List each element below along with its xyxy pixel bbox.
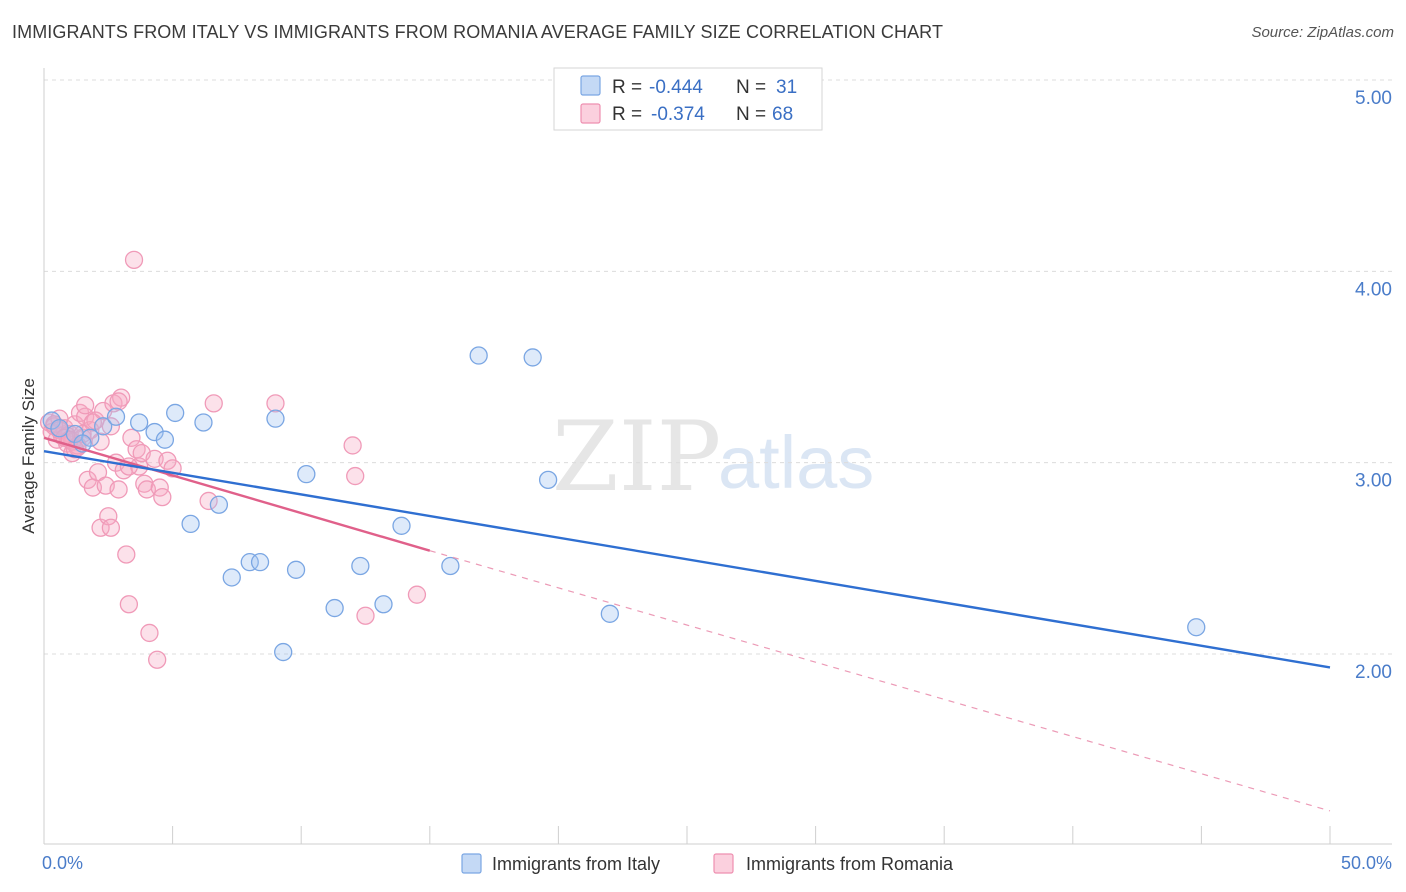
data-point-romania [83, 413, 103, 432]
legend-n-value-italy: 31 [776, 77, 797, 98]
legend-r-label-romania: R = [612, 104, 642, 125]
data-point-romania [76, 396, 95, 415]
data-point-romania [346, 466, 365, 486]
data-point-italy [325, 598, 344, 618]
data-point-italy [50, 419, 69, 438]
trend-lines [43, 436, 1331, 812]
data-point-romania [109, 392, 128, 411]
data-point-italy [351, 556, 370, 576]
series-legend-swatch-italy [461, 853, 482, 874]
series-legend: Immigrants from Italy Immigrants from Ro… [461, 853, 954, 874]
data-point-romania [266, 394, 285, 413]
data-point-italy [181, 514, 200, 534]
series-legend-label-romania: Immigrants from Romania [746, 854, 954, 874]
watermark-zip: ZIP [552, 401, 721, 513]
trend-line-romania-extension [429, 550, 1331, 812]
y-tick-label: 3.00 [1355, 471, 1392, 492]
data-point-romania [117, 545, 136, 564]
series-legend-label-italy: Immigrants from Italy [492, 854, 660, 874]
trend-line-italy [43, 450, 1331, 669]
data-point-romania [148, 650, 167, 669]
legend-n-label-romania: N = [736, 104, 766, 125]
data-point-romania [204, 394, 223, 413]
data-point-italy [392, 516, 411, 535]
y-axis-label: Average Family Size [19, 378, 38, 534]
data-point-italy [469, 346, 488, 365]
data-point-italy [523, 348, 542, 367]
data-point-italy [42, 411, 61, 430]
data-point-romania [101, 417, 121, 436]
data-point-romania [199, 491, 218, 511]
data-point-italy [240, 553, 259, 572]
data-point-romania [343, 436, 362, 455]
y-tick-label: 4.00 [1355, 279, 1392, 300]
x-tick-label-max: 50.0% [1341, 853, 1392, 873]
correlation-legend: R = -0.444 N = 31 R = -0.374 N = 68 [553, 67, 823, 131]
data-point-romania [101, 518, 121, 537]
data-point-italy [106, 407, 126, 426]
data-point-italy [155, 430, 175, 449]
legend-r-label-italy: R = [612, 77, 642, 98]
legend-swatch-romania [580, 103, 601, 124]
legend-n-value-romania: 68 [772, 104, 793, 125]
y-tick-label: 2.00 [1355, 662, 1392, 683]
y-tick-label: 5.00 [1355, 88, 1392, 109]
data-point-italy [600, 604, 619, 623]
data-point-romania [122, 428, 141, 447]
data-point-italy [94, 417, 113, 436]
data-point-italy [130, 413, 149, 432]
italy-points [42, 346, 1206, 662]
data-point-italy [441, 556, 460, 576]
data-point-romania [407, 585, 427, 604]
data-point-romania [356, 606, 375, 625]
data-point-italy [166, 403, 185, 423]
data-point-italy [209, 495, 229, 514]
legend-r-value-italy: -0.444 [649, 77, 703, 98]
data-point-italy [538, 470, 558, 490]
data-point-italy [374, 595, 393, 614]
data-point-romania [109, 480, 128, 499]
data-point-italy [145, 422, 164, 442]
data-point-romania [119, 595, 139, 614]
legend-r-value-romania: -0.374 [651, 104, 705, 125]
data-point-italy [194, 413, 213, 432]
x-axis-ticks [43, 826, 1331, 844]
legend-n-label-italy: N = [736, 77, 766, 98]
series-legend-swatch-romania [713, 853, 734, 874]
data-point-italy [266, 409, 285, 428]
data-point-italy [286, 560, 306, 579]
data-point-romania [91, 432, 110, 451]
data-point-romania [140, 623, 159, 643]
x-tick-label-min: 0.0% [42, 853, 83, 873]
legend-swatch-italy [580, 75, 601, 96]
data-point-romania [153, 487, 172, 507]
trend-line-romania [43, 436, 431, 552]
y-axis-tick-labels: 2.00 3.00 4.00 5.00 [1355, 88, 1392, 683]
data-point-italy [222, 568, 241, 587]
data-point-italy [250, 553, 270, 572]
source-label: Source: ZipAtlas.com [1251, 24, 1394, 41]
data-point-romania [124, 250, 144, 270]
data-point-italy [274, 642, 293, 662]
data-point-italy [297, 464, 316, 484]
data-point-romania [99, 507, 118, 526]
data-point-italy [1187, 618, 1206, 637]
chart-title: IMMIGRANTS FROM ITALY VS IMMIGRANTS FROM… [12, 22, 944, 42]
